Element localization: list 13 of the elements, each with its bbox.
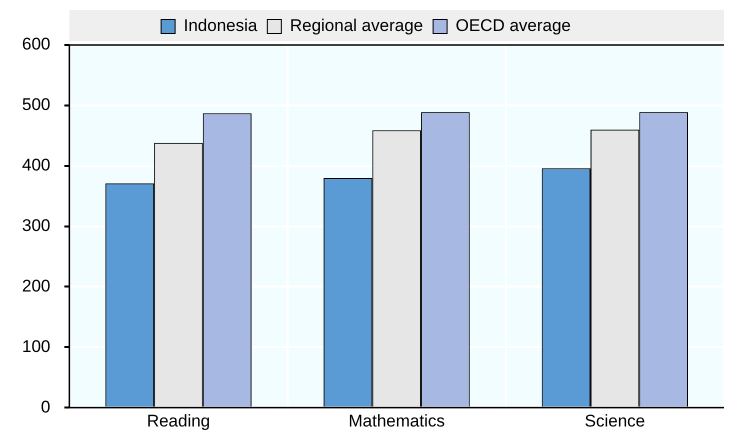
y-tick-label: 200 — [22, 276, 50, 296]
y-tick-label: 600 — [22, 34, 50, 54]
y-tick-label: 100 — [22, 336, 50, 356]
x-tick-label: Mathematics — [348, 411, 445, 430]
y-tick-label: 500 — [22, 95, 50, 114]
legend-label: Regional average — [290, 16, 424, 36]
x-tick-label: Science — [584, 411, 646, 430]
legend-label: OECD average — [456, 16, 571, 36]
x-tick-label: Reading — [146, 411, 210, 430]
y-tick-label: 300 — [22, 216, 50, 235]
y-tick-label: 0 — [40, 397, 50, 416]
legend-label: Indonesia — [184, 16, 258, 36]
y-tick-label: 400 — [22, 156, 50, 175]
